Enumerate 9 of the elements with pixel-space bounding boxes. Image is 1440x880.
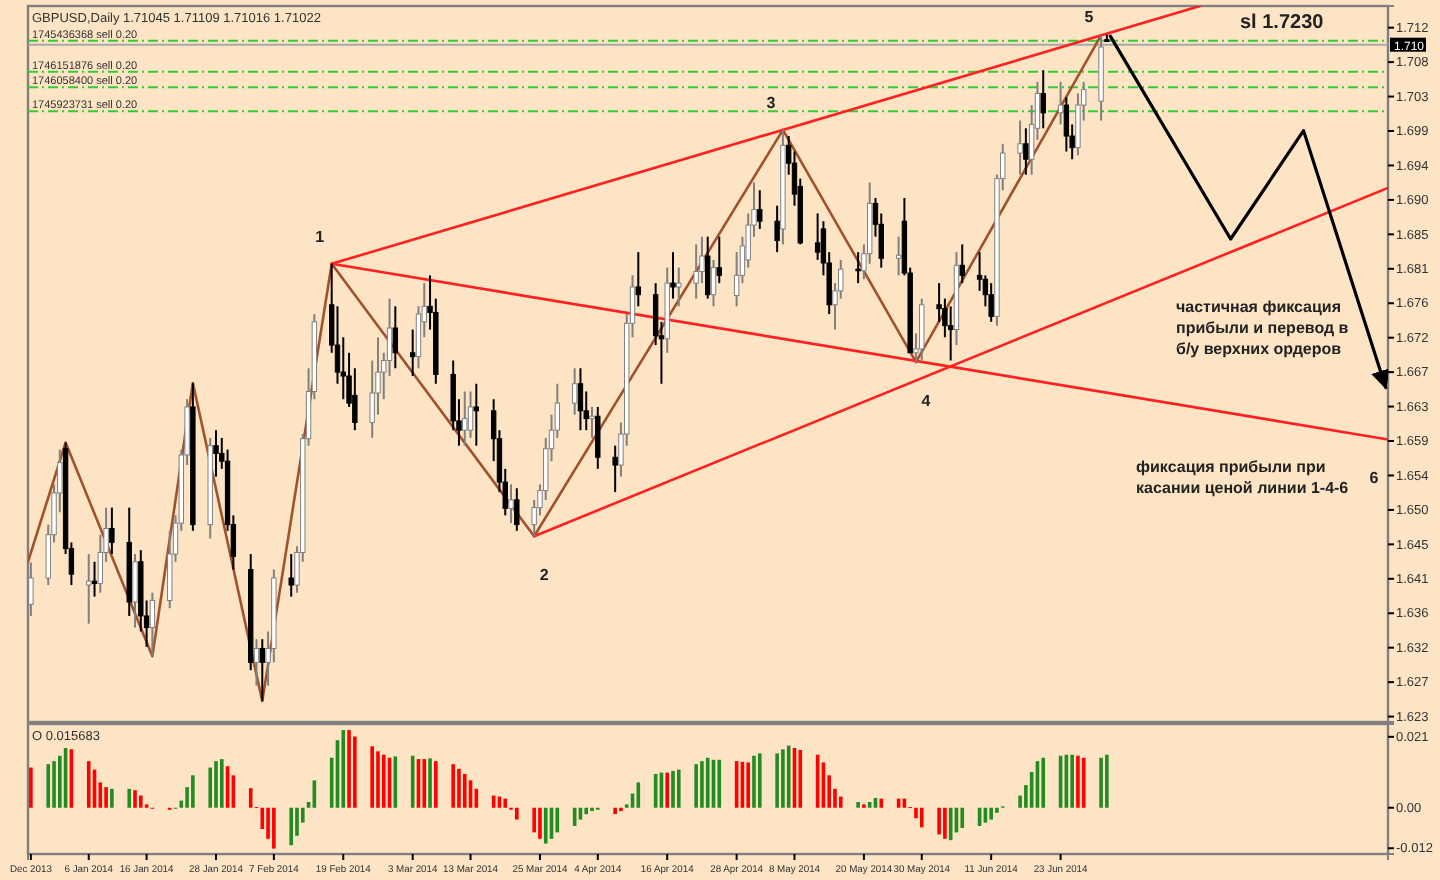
annotation: 4 (921, 392, 932, 411)
annotation: 2 (539, 566, 550, 585)
annotation: 5 (1084, 8, 1095, 26)
annotation: sl 1.7230 (1240, 12, 1325, 34)
annotation: 1 (315, 227, 326, 246)
annotation: 6 (1369, 469, 1380, 488)
annotation: частичная фиксация прибыли и перевод в б/у верхних ордеров (1176, 298, 1349, 358)
annotation: фиксация прибыли при касании ценой линии 1-4-6 (1136, 458, 1350, 497)
annotation: 3 (766, 93, 777, 112)
